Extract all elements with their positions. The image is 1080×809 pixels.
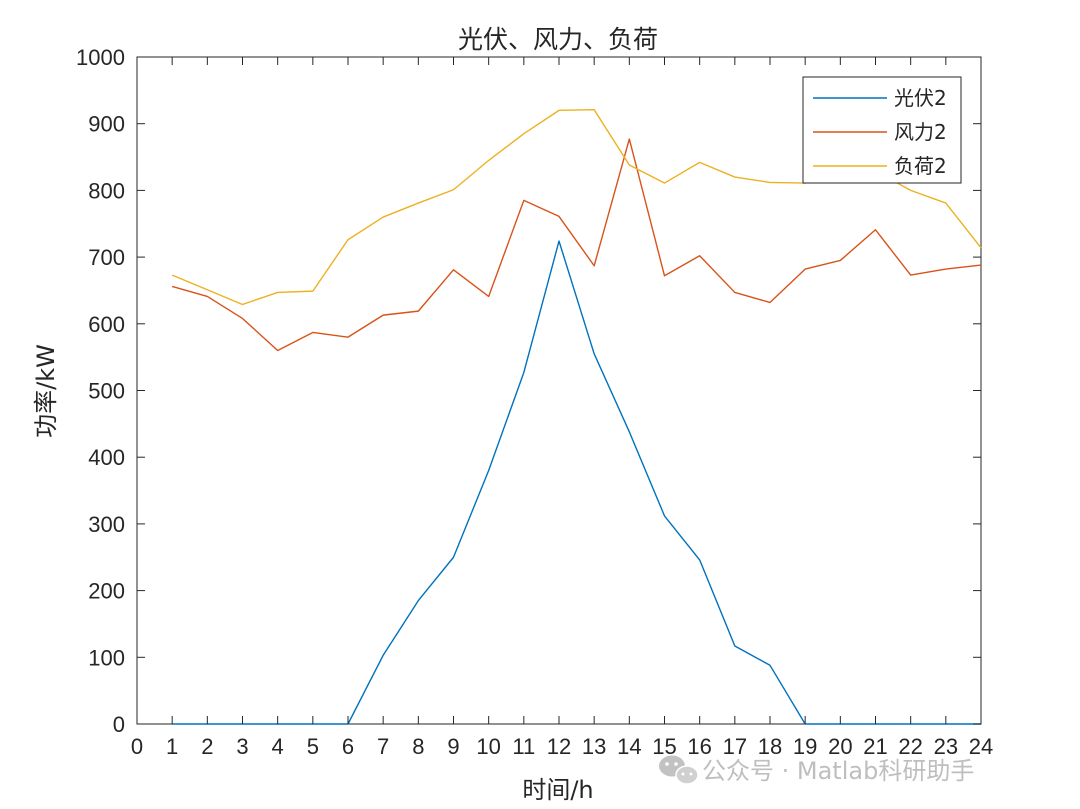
y-tick-label: 500 — [88, 379, 125, 404]
legend: 光伏2 风力2 负荷2 — [802, 76, 962, 184]
ticks-layer: 0 1 2 3 4 5 6 7 8 9 10 11 12 13 14 15 16 17 18 19 20 21 22 23 24… — [76, 45, 993, 759]
legend-label: 风力2 — [894, 120, 947, 144]
y-tick-label: 0 — [113, 712, 125, 737]
y-tick-label: 900 — [88, 112, 125, 137]
x-tick-label: 19 — [793, 734, 817, 759]
x-tick-label: 23 — [934, 734, 958, 759]
x-tick-label: 24 — [969, 734, 993, 759]
watermark: 公众号 · Matlab科研助手 — [659, 755, 974, 785]
watermark-text: 公众号 · Matlab科研助手 — [702, 757, 974, 785]
x-tick-label: 22 — [898, 734, 922, 759]
x-tick-label: 7 — [377, 734, 389, 759]
x-tick-label: 15 — [652, 734, 676, 759]
series-line-2 — [171, 138, 982, 352]
y-tick-label: 800 — [88, 178, 125, 203]
x-tick-label: 20 — [828, 734, 852, 759]
x-tick-label: 6 — [342, 734, 354, 759]
y-axis-label: 功率/kW — [32, 344, 60, 438]
x-tick-label: 12 — [547, 734, 571, 759]
legend-label: 负荷2 — [894, 154, 947, 178]
x-axis-label: 时间/h — [522, 776, 593, 804]
y-tick-label: 100 — [88, 645, 125, 670]
x-tick-label: 8 — [412, 734, 424, 759]
wechat-icon — [659, 755, 699, 785]
y-tick-label: 700 — [88, 245, 125, 270]
y-tick-label: 200 — [88, 579, 125, 604]
x-tick-label: 17 — [723, 734, 747, 759]
y-tick-label: 300 — [88, 512, 125, 537]
x-tick-label: 21 — [863, 734, 887, 759]
x-tick-label: 9 — [447, 734, 459, 759]
x-tick-label: 14 — [617, 734, 641, 759]
y-tick-label: 600 — [88, 312, 125, 337]
x-tick-label: 0 — [131, 734, 143, 759]
series-line-1 — [172, 240, 981, 725]
x-tick-label: 1 — [166, 734, 178, 759]
x-tick-label: 5 — [307, 734, 319, 759]
chart-title: 光伏、风力、负荷 — [458, 25, 658, 54]
legend-label: 光伏2 — [894, 86, 947, 110]
x-tick-label: 18 — [758, 734, 782, 759]
x-tick-label: 16 — [687, 734, 711, 759]
x-tick-label: 4 — [272, 734, 284, 759]
x-tick-label: 3 — [236, 734, 248, 759]
y-tick-label: 400 — [88, 445, 125, 470]
x-tick-label: 11 — [512, 734, 535, 759]
x-tick-label: 2 — [201, 734, 213, 759]
x-tick-label: 10 — [476, 734, 500, 759]
y-tick-label: 1000 — [76, 45, 125, 70]
x-tick-label: 13 — [582, 734, 606, 759]
